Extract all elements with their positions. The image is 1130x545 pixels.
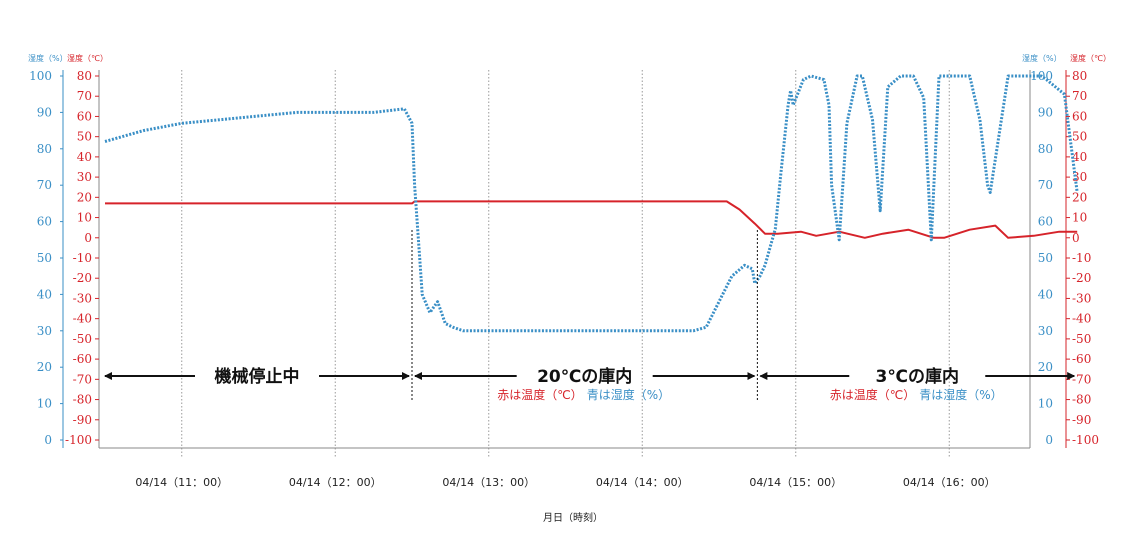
right-humidity-tick-label: 40 bbox=[1038, 287, 1053, 301]
right-temperature-tick-label: -80 bbox=[1072, 393, 1091, 407]
right-temperature-tick-label: -70 bbox=[1072, 372, 1091, 386]
right-temperature-tick-label: 50 bbox=[1072, 130, 1087, 144]
right-temperature-tick-label: -30 bbox=[1072, 291, 1091, 305]
right-temperature-tick-label: -40 bbox=[1072, 312, 1091, 326]
x-tick-label: 04/14（16：00） bbox=[903, 476, 996, 489]
left-humidity-tick-label: 10 bbox=[37, 397, 52, 411]
left-humidity-tick-label: 50 bbox=[37, 251, 52, 265]
x-tick-label: 04/14（14：00） bbox=[596, 476, 689, 489]
x-axis-label: 月日（時刻） bbox=[543, 511, 603, 524]
left-temperature-tick-label: -30 bbox=[73, 291, 92, 305]
plot-area-border bbox=[98, 70, 1031, 449]
legend-temperature-text: 赤は温度（℃） bbox=[830, 387, 915, 402]
left-temperature-tick-label: -60 bbox=[73, 352, 92, 366]
left-humidity-tick-label: 40 bbox=[37, 287, 52, 301]
legend-temperature-text: 赤は温度（℃） bbox=[497, 387, 582, 402]
left-humidity-tick-label: 30 bbox=[37, 324, 52, 338]
left-temperature-tick-label: 0 bbox=[84, 231, 92, 245]
right-humidity-tick-label: 10 bbox=[1038, 397, 1053, 411]
left-humidity-tick-label: 70 bbox=[37, 178, 52, 192]
right-temperature-tick-label: 60 bbox=[1072, 109, 1087, 123]
right-humidity-tick-label: 0 bbox=[1045, 433, 1053, 447]
left-temperature-tick-label: -80 bbox=[73, 393, 92, 407]
right-temperature-tick-label: 30 bbox=[1072, 170, 1087, 184]
right-temperature-tick-label: -20 bbox=[1072, 271, 1091, 285]
left-temperature-tick-label: -90 bbox=[73, 413, 92, 427]
left-temperature-tick-label: -40 bbox=[73, 312, 92, 326]
left-temperature-tick-label: -50 bbox=[73, 332, 92, 346]
temperature-series-line bbox=[105, 200, 1078, 239]
phase-label: 機械停止中 bbox=[215, 366, 300, 387]
x-tick-label: 04/14（13：00） bbox=[442, 476, 535, 489]
right-temperature-tick-label: 40 bbox=[1072, 150, 1087, 164]
left-humidity-tick-label: 0 bbox=[44, 433, 52, 447]
left-temperature-tick-label: 70 bbox=[77, 89, 92, 103]
x-tick-label: 04/14（15：00） bbox=[749, 476, 842, 489]
left-temperature-ticks: 80 70 60 50 40 30 20 10 0 -10 -20 -30 -40 -50 -60 -70 -8… bbox=[65, 69, 99, 447]
x-tick-label: 04/14（12：00） bbox=[289, 476, 382, 489]
left-temperature-tick-label: -100 bbox=[65, 433, 92, 447]
x-tick-label: 04/14（11：00） bbox=[135, 476, 228, 489]
right-temperature-tick-label: -90 bbox=[1072, 413, 1091, 427]
left-temperature-tick-label: 40 bbox=[77, 150, 92, 164]
left-temperature-tick-label: 50 bbox=[77, 130, 92, 144]
right-humidity-tick-label: 70 bbox=[1038, 178, 1053, 192]
left-humidity-axis-title: 湿度（%） bbox=[28, 53, 68, 63]
right-temperature-tick-label: 70 bbox=[1072, 89, 1087, 103]
right-humidity-tick-label: 30 bbox=[1038, 324, 1053, 338]
right-temperature-tick-label: -60 bbox=[1072, 352, 1091, 366]
right-temperature-tick-label: -10 bbox=[1072, 251, 1091, 265]
left-temperature-tick-label: 80 bbox=[77, 69, 92, 83]
left-humidity-tick-label: 100 bbox=[29, 69, 52, 83]
left-temperature-tick-label: -20 bbox=[73, 271, 92, 285]
left-humidity-tick-label: 20 bbox=[37, 360, 52, 374]
right-temperature-tick-label: 0 bbox=[1072, 231, 1080, 245]
x-axis-ticks: 04/14（11：00） 04/14（12：00） 04/14（13：00） 04/1… bbox=[135, 476, 995, 489]
left-temperature-tick-label: 20 bbox=[77, 190, 92, 204]
right-temperature-tick-label: 10 bbox=[1072, 211, 1087, 225]
phase-label: 20℃の庫内 bbox=[537, 366, 632, 387]
right-temperature-axis-title: 湿度（℃） bbox=[1070, 53, 1111, 63]
right-temperature-tick-label: 80 bbox=[1072, 69, 1087, 83]
right-humidity-tick-label: 90 bbox=[1038, 105, 1053, 119]
legend-humidity-text: 青は湿度（%） bbox=[587, 387, 670, 402]
right-humidity-tick-label: 80 bbox=[1038, 142, 1053, 156]
humidity-series-line bbox=[104, 74, 1079, 333]
right-humidity-tick-label: 50 bbox=[1038, 251, 1053, 265]
left-humidity-tick-label: 60 bbox=[37, 215, 52, 229]
phase-label: 3℃の庫内 bbox=[876, 366, 959, 387]
left-temperature-tick-label: 10 bbox=[77, 211, 92, 225]
gridlines bbox=[181, 70, 950, 458]
right-temperature-tick-label: -50 bbox=[1072, 332, 1091, 346]
left-humidity-tick-label: 80 bbox=[37, 142, 52, 156]
left-temperature-tick-label: -10 bbox=[73, 251, 92, 265]
right-humidity-tick-label: 20 bbox=[1038, 360, 1053, 374]
left-temperature-tick-label: -70 bbox=[73, 372, 92, 386]
right-humidity-tick-label: 60 bbox=[1038, 215, 1053, 229]
legend-humidity-text: 青は湿度（%） bbox=[919, 387, 1002, 402]
left-temperature-tick-label: 60 bbox=[77, 109, 92, 123]
series bbox=[104, 74, 1079, 333]
left-temperature-tick-label: 30 bbox=[77, 170, 92, 184]
right-temperature-ticks: 80 70 60 50 40 30 20 10 0 -10 -20 -30 -40 -50 -60 -70 -8… bbox=[1066, 69, 1099, 447]
left-temperature-axis-title: 湿度（℃） bbox=[67, 53, 108, 63]
left-humidity-tick-label: 90 bbox=[37, 105, 52, 119]
right-humidity-axis-title: 湿度（%） bbox=[1022, 53, 1062, 63]
right-temperature-tick-label: -100 bbox=[1072, 433, 1099, 447]
right-temperature-tick-label: 20 bbox=[1072, 190, 1087, 204]
